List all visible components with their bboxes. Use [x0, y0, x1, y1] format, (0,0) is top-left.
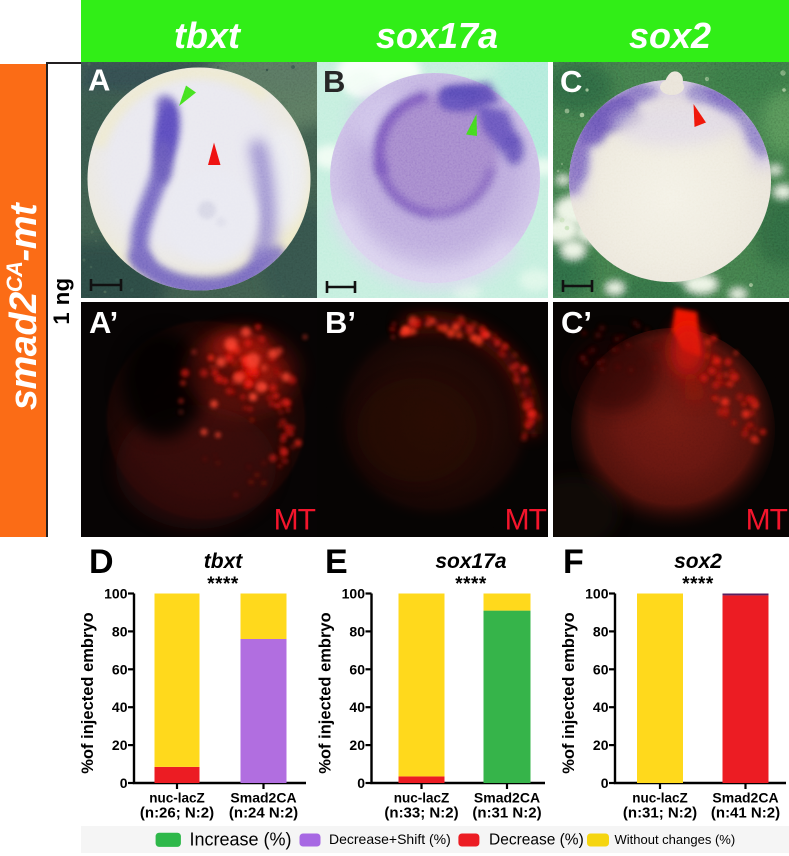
svg-text:nuc-lacZ: nuc-lacZ [632, 791, 688, 806]
svg-text:20: 20 [112, 737, 128, 753]
svg-text:sox17a: sox17a [435, 550, 507, 573]
svg-text:sox2: sox2 [674, 550, 722, 573]
svg-text:Smad2CA: Smad2CA [474, 790, 540, 806]
svg-text:A: A [88, 63, 110, 98]
svg-text:(n:31 N:2): (n:31 N:2) [472, 805, 541, 822]
svg-text:tbxt: tbxt [204, 550, 244, 573]
svg-text:C: C [560, 64, 582, 99]
svg-text:****: **** [682, 574, 714, 595]
svg-text:60: 60 [349, 661, 365, 677]
svg-text:20: 20 [349, 737, 365, 753]
svg-text:%of injected embryo: %of injected embryo [317, 612, 335, 773]
svg-text:Without changes (%): Without changes (%) [615, 832, 736, 847]
svg-text:A’: A’ [89, 305, 118, 340]
svg-text:80: 80 [112, 623, 128, 639]
svg-text:D: D [89, 543, 114, 581]
svg-text:Smad2CA: Smad2CA [230, 790, 296, 806]
svg-text:20: 20 [593, 737, 609, 753]
svg-text:80: 80 [593, 623, 609, 639]
svg-text:80: 80 [349, 623, 365, 639]
svg-text:MT: MT [505, 504, 547, 537]
svg-text:C’: C’ [561, 305, 592, 340]
svg-text:100: 100 [342, 586, 366, 602]
svg-text:(n:26; N:2): (n:26; N:2) [140, 805, 214, 822]
svg-text:100: 100 [585, 586, 609, 602]
svg-text:MT: MT [746, 504, 788, 537]
svg-text:(n:41 N:2): (n:41 N:2) [711, 805, 780, 822]
svg-text:40: 40 [349, 699, 365, 715]
svg-text:(n:31; N:2): (n:31; N:2) [623, 805, 697, 822]
svg-text:nuc-lacZ: nuc-lacZ [394, 791, 450, 806]
svg-text:40: 40 [593, 699, 609, 715]
svg-text:0: 0 [357, 775, 365, 791]
svg-text:B’: B’ [325, 305, 356, 340]
svg-text:%of injected embryo: %of injected embryo [79, 612, 97, 773]
svg-text:Decrease (%): Decrease (%) [489, 832, 584, 849]
svg-text:60: 60 [112, 661, 128, 677]
svg-text:40: 40 [112, 699, 128, 715]
svg-text:0: 0 [601, 775, 609, 791]
svg-text:B: B [323, 64, 345, 99]
svg-text:E: E [325, 543, 348, 581]
svg-text:(n:33; N:2): (n:33; N:2) [384, 805, 458, 822]
svg-text:Increase (%): Increase (%) [190, 830, 292, 850]
svg-text:100: 100 [104, 586, 128, 602]
svg-text:F: F [563, 543, 584, 581]
svg-text:(n:24 N:2): (n:24 N:2) [229, 805, 298, 822]
svg-text:Decrease+Shift (%): Decrease+Shift (%) [329, 831, 451, 847]
svg-text:60: 60 [593, 661, 609, 677]
svg-text:****: **** [455, 574, 487, 595]
svg-text:Smad2CA: Smad2CA [712, 790, 778, 806]
svg-text:MT: MT [274, 504, 316, 537]
svg-text:%of injected embryo: %of injected embryo [560, 612, 578, 773]
svg-text:****: **** [207, 574, 239, 595]
svg-text:0: 0 [120, 775, 128, 791]
svg-text:nuc-lacZ: nuc-lacZ [149, 791, 205, 806]
